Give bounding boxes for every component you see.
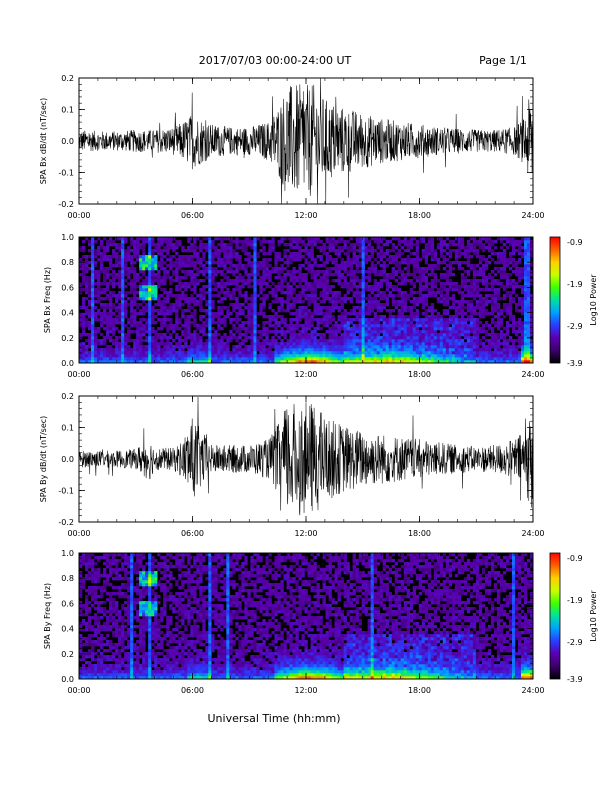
ytick-label-1-0: 1.0 xyxy=(61,233,74,242)
colorbar-2-tick-bottom: -3.9 xyxy=(567,675,583,684)
ytick-label-1-5: 0.0 xyxy=(61,359,74,368)
panel-by-dbdt: 0.2 0.1 0.0 -0.1 -0.2 00:00 06:00 12:00 18:00 24:… xyxy=(39,392,545,538)
ytick-label-1-2: 0.6 xyxy=(61,283,74,292)
colorbar-2-tick-top: -0.9 xyxy=(567,554,583,563)
by-waveform-plot xyxy=(78,397,534,516)
ytick-label-3-5: 0.0 xyxy=(61,675,74,684)
ytick-label-3-4: 0.2 xyxy=(61,650,74,659)
waveform-trace-2 xyxy=(78,397,534,516)
xtick-label-3-2: 12:00 xyxy=(294,686,317,695)
ytick-label-3-2: 0.6 xyxy=(61,599,74,608)
xtick-label-3-4: 24:00 xyxy=(521,686,544,695)
by-spectrogram-ylabel: SPA By Freq (Hz) xyxy=(43,583,52,649)
ytick-label-2-4: -0.2 xyxy=(58,518,74,527)
xtick-label-2-4: 24:00 xyxy=(521,529,544,538)
page-title: 2017/07/03 00:00-24:00 UT xyxy=(199,54,352,67)
panel-bx-spectrogram: 1.0 0.8 0.6 0.4 0.2 0.0 00:00 06:00 12:00 18:00 24… xyxy=(43,233,598,379)
colorbar-1-tick-bottom: -3.9 xyxy=(567,359,583,368)
panel-by-spectrogram: 1.0 0.8 0.6 0.4 0.2 0.0 00:00 06:00 12:00 18:00 24… xyxy=(43,549,598,695)
xtick-label-3-3: 18:00 xyxy=(408,686,431,695)
ytick-label-3-3: 0.4 xyxy=(61,625,74,634)
by-spectrogram-plot xyxy=(79,553,534,680)
waveform-trace-0 xyxy=(78,77,534,205)
colorbar-1: -0.9 -1.9 -2.9 -3.9 Log10 Power xyxy=(549,236,598,368)
xtick-label-2-2: 12:00 xyxy=(294,529,317,538)
bx-waveform-plot xyxy=(78,77,534,205)
x-axis-title: Universal Time (hh:mm) xyxy=(208,712,341,725)
ytick-label-1-4: 0.2 xyxy=(61,334,74,343)
xtick-label-1-3: 18:00 xyxy=(408,370,431,379)
by-spectrogram-axes: 1.0 0.8 0.6 0.4 0.2 0.0 00:00 06:00 12:00 18:00 24… xyxy=(61,549,544,695)
by-waveform-ylabel: SPA By dB/dt (nT/sec) xyxy=(39,416,48,503)
colorbar-1-tick-3: -2.9 xyxy=(567,322,583,331)
ytick-label-0-4: -0.2 xyxy=(58,200,74,209)
colorbar-1-scale xyxy=(549,236,561,364)
ytick-label-2-0: 0.2 xyxy=(61,392,74,401)
bx-spectrogram-plot xyxy=(79,237,534,364)
ytick-label-2-1: 0.1 xyxy=(61,424,74,433)
colorbar-2-scale xyxy=(549,552,561,680)
colorbar-2: -0.9 -1.9 -2.9 -3.9 Log10 Power xyxy=(549,552,598,684)
xtick-label-0-0: 00:00 xyxy=(67,211,90,220)
xtick-label-1-1: 06:00 xyxy=(181,370,204,379)
ytick-label-1-3: 0.4 xyxy=(61,309,74,318)
xtick-label-2-0: 00:00 xyxy=(67,529,90,538)
page-number: Page 1/1 xyxy=(479,54,527,67)
spectrogram-cells-3 xyxy=(79,553,534,680)
ytick-label-3-0: 1.0 xyxy=(61,549,74,558)
bx-spectrogram-axes: 1.0 0.8 0.6 0.4 0.2 0.0 00:00 06:00 12:00 18:00 24… xyxy=(61,233,544,379)
xtick-label-3-1: 06:00 xyxy=(181,686,204,695)
xtick-label-0-3: 18:00 xyxy=(408,211,431,220)
colorbar-1-tick-2: -1.9 xyxy=(567,280,583,289)
spectrogram-cells-1 xyxy=(79,237,534,364)
bx-waveform-ylabel: SPA Bx dB/dt (nT/sec) xyxy=(39,98,48,185)
xtick-label-3-0: 00:00 xyxy=(67,686,90,695)
bx-waveform-axes: 0.2 0.1 0.0 -0.1 -0.2 00:00 06:00 12:00 18:00 24:… xyxy=(58,74,544,220)
xtick-label-0-1: 06:00 xyxy=(181,211,204,220)
by-waveform-axes: 0.2 0.1 0.0 -0.1 -0.2 00:00 06:00 12:00 18:00 24:… xyxy=(58,392,544,538)
xtick-label-0-2: 12:00 xyxy=(294,211,317,220)
xtick-label-1-0: 00:00 xyxy=(67,370,90,379)
colorbar-1-label: Log10 Power xyxy=(589,274,598,326)
ytick-label-2-3: -0.1 xyxy=(58,487,74,496)
xtick-label-1-2: 12:00 xyxy=(294,370,317,379)
colorbar-2-label: Log10 Power xyxy=(589,590,598,642)
colorbar-2-tick-3: -2.9 xyxy=(567,638,583,647)
xtick-label-0-4: 24:00 xyxy=(521,211,544,220)
ytick-label-2-2: 0.0 xyxy=(61,455,74,464)
xtick-label-2-3: 18:00 xyxy=(408,529,431,538)
ytick-label-0-0: 0.2 xyxy=(61,74,74,83)
colorbar-1-tick-top: -0.9 xyxy=(567,238,583,247)
ytick-label-3-1: 0.8 xyxy=(61,574,74,583)
ytick-label-0-2: 0.0 xyxy=(61,137,74,146)
ytick-label-0-1: 0.1 xyxy=(61,106,74,115)
xtick-label-2-1: 06:00 xyxy=(181,529,204,538)
ytick-label-0-3: -0.1 xyxy=(58,169,74,178)
panel-bx-dbdt: 0.2 0.1 0.0 -0.1 -0.2 00:00 06:00 12:00 18:00 24:… xyxy=(39,74,545,220)
bx-spectrogram-ylabel: SPA Bx Freq (Hz) xyxy=(43,267,52,333)
xtick-label-1-4: 24:00 xyxy=(521,370,544,379)
colorbar-2-tick-2: -1.9 xyxy=(567,596,583,605)
ytick-label-1-1: 0.8 xyxy=(61,258,74,267)
